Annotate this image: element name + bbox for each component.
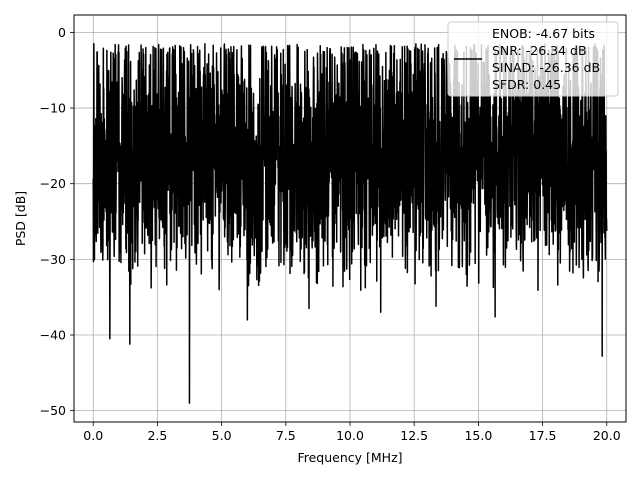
- y-axis-ticks: 0 −10 −20 −30 −40 −50: [40, 25, 74, 418]
- y-tick-label: −40: [40, 328, 66, 343]
- legend-sfdr: SFDR: 0.45: [492, 77, 561, 92]
- legend: ENOB: -4.67 bits SNR: -26.34 dB SINAD: -…: [447, 21, 619, 97]
- x-axis-label: Frequency [MHz]: [297, 450, 402, 465]
- y-tick-label: −30: [40, 252, 66, 267]
- psd-series-line: [92, 43, 608, 404]
- x-tick-label: 20.0: [593, 428, 621, 443]
- legend-enob: ENOB: -4.67 bits: [492, 26, 595, 41]
- y-tick-label: −20: [40, 176, 66, 191]
- series-layer: [92, 43, 608, 404]
- x-tick-label: 12.5: [400, 428, 428, 443]
- y-tick-label: 0: [58, 25, 66, 40]
- x-axis-ticks: 0.0 2.5 5.0 7.5 10.0 12.5 15.0 17.5 20.0: [83, 422, 621, 443]
- x-tick-label: 17.5: [529, 428, 557, 443]
- x-tick-label: 10.0: [336, 428, 364, 443]
- y-tick-label: −10: [40, 101, 66, 116]
- legend-snr: SNR: -26.34 dB: [492, 43, 587, 58]
- y-tick-label: −50: [40, 403, 66, 418]
- x-tick-label: 0.0: [83, 428, 103, 443]
- x-tick-label: 7.5: [276, 428, 296, 443]
- legend-sinad: SINAD: -26.36 dB: [492, 60, 600, 75]
- x-tick-label: 15.0: [464, 428, 492, 443]
- legend-box: [447, 21, 619, 97]
- x-tick-label: 2.5: [147, 428, 167, 443]
- x-tick-label: 5.0: [212, 428, 232, 443]
- y-axis-label: PSD [dB]: [13, 191, 28, 246]
